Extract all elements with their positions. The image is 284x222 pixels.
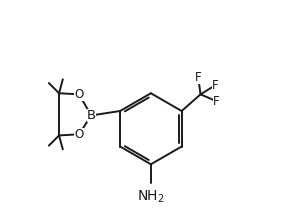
Text: F: F (195, 71, 202, 84)
Text: F: F (212, 79, 218, 92)
Text: F: F (213, 95, 219, 107)
Text: O: O (74, 88, 84, 101)
Text: O: O (74, 128, 84, 141)
Text: B: B (87, 109, 96, 122)
Text: NH$_2$: NH$_2$ (137, 189, 165, 205)
